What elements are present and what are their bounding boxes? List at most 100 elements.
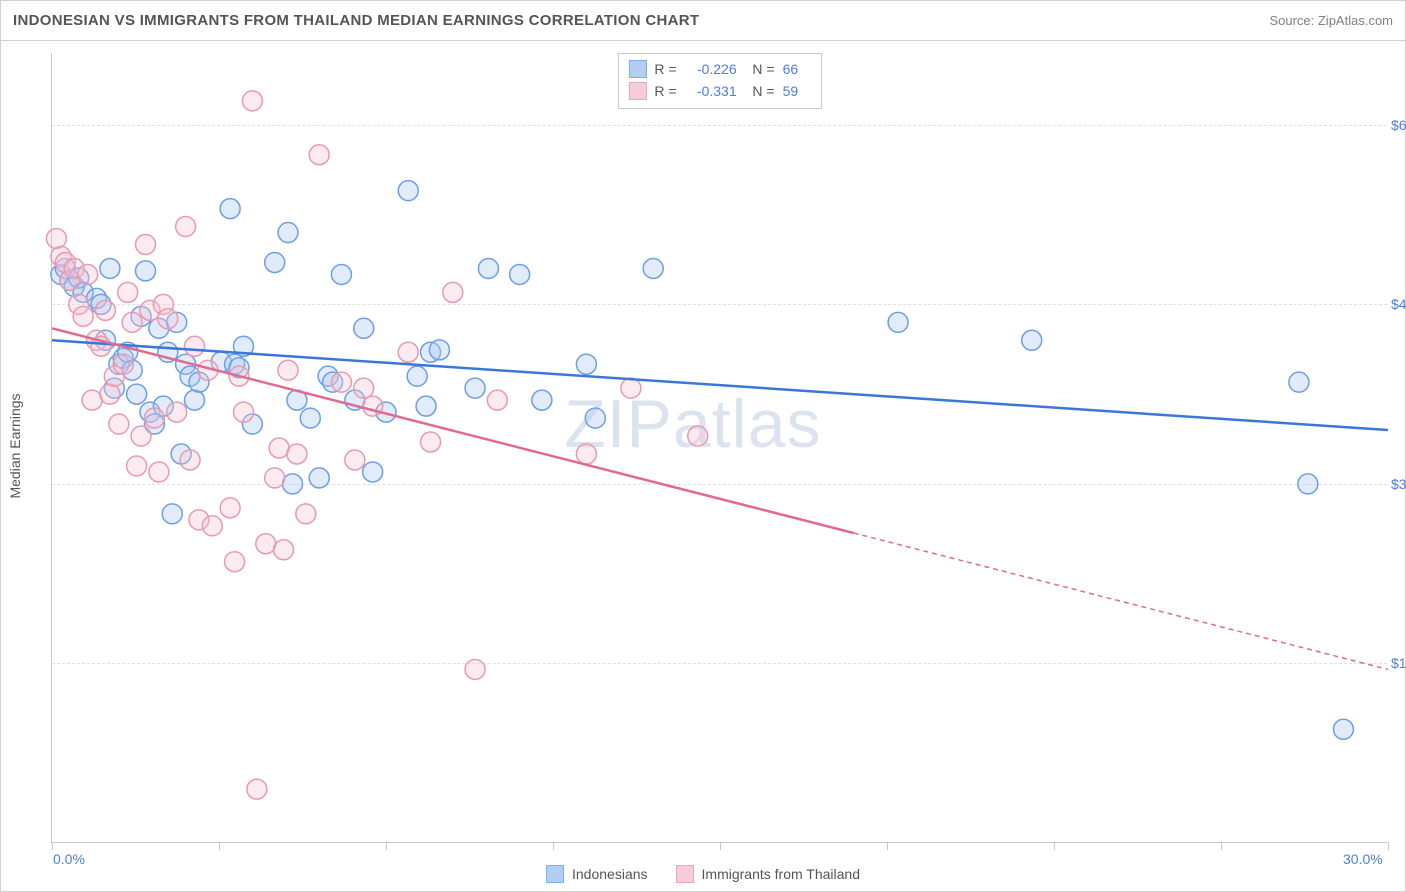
data-point xyxy=(73,306,93,326)
data-point xyxy=(429,340,449,360)
stat-n-label: N = xyxy=(745,83,775,99)
stats-row: R = -0.331 N = 59 xyxy=(628,80,810,102)
data-point xyxy=(100,384,120,404)
data-point xyxy=(136,261,156,281)
data-point xyxy=(144,408,164,428)
data-point xyxy=(643,258,663,278)
data-point xyxy=(158,309,178,329)
data-point xyxy=(331,372,351,392)
legend-swatch xyxy=(628,60,646,78)
data-point xyxy=(1298,474,1318,494)
data-point xyxy=(233,402,253,422)
data-point xyxy=(220,498,240,518)
data-point xyxy=(1289,372,1309,392)
x-axis-min-label: 0.0% xyxy=(53,851,85,867)
data-point xyxy=(345,450,365,470)
data-point xyxy=(113,354,133,374)
x-tick xyxy=(1221,842,1222,850)
data-point xyxy=(127,384,147,404)
legend-item: Immigrants from Thailand xyxy=(676,865,860,883)
data-point xyxy=(127,456,147,476)
data-point xyxy=(167,402,187,422)
y-axis-label: Median Earnings xyxy=(7,393,23,498)
data-point xyxy=(363,462,383,482)
series-legend: Indonesians Immigrants from Thailand xyxy=(546,865,860,883)
stat-n-value: 66 xyxy=(783,61,811,77)
data-point xyxy=(532,390,552,410)
stat-r-value: -0.226 xyxy=(685,61,737,77)
data-point xyxy=(282,474,302,494)
data-point xyxy=(1022,330,1042,350)
data-point xyxy=(278,360,298,380)
scatter-svg xyxy=(52,53,1387,842)
stat-r-label: R = xyxy=(654,61,676,77)
x-tick xyxy=(52,842,53,850)
data-point xyxy=(265,252,285,272)
data-point xyxy=(242,91,262,111)
legend-swatch xyxy=(546,865,564,883)
x-tick xyxy=(219,842,220,850)
data-point xyxy=(202,516,222,536)
chart-container: INDONESIAN VS IMMIGRANTS FROM THAILAND M… xyxy=(0,0,1406,892)
data-point xyxy=(82,390,102,410)
data-point xyxy=(274,540,294,560)
data-point xyxy=(256,534,276,554)
data-point xyxy=(465,659,485,679)
data-point xyxy=(95,300,115,320)
data-point xyxy=(131,426,151,446)
data-point xyxy=(465,378,485,398)
plot-area: ZIPatlas $15,000$30,000$45,000$60,000 R … xyxy=(51,53,1387,843)
data-point xyxy=(576,354,596,374)
data-point xyxy=(176,217,196,237)
source-label: Source: ZipAtlas.com xyxy=(1269,13,1393,28)
stat-n-label: N = xyxy=(745,61,775,77)
data-point xyxy=(296,504,316,524)
x-tick xyxy=(887,842,888,850)
y-tick-label: $45,000 xyxy=(1391,296,1406,312)
data-point xyxy=(688,426,708,446)
chart-title: INDONESIAN VS IMMIGRANTS FROM THAILAND M… xyxy=(13,12,699,29)
regression-line-extrapolated xyxy=(854,533,1388,669)
data-point xyxy=(354,378,374,398)
data-point xyxy=(278,223,298,243)
legend-swatch xyxy=(676,865,694,883)
y-tick-label: $15,000 xyxy=(1391,655,1406,671)
data-point xyxy=(185,336,205,356)
stat-n-value: 59 xyxy=(783,83,811,99)
legend-label: Immigrants from Thailand xyxy=(702,866,860,882)
title-bar: INDONESIAN VS IMMIGRANTS FROM THAILAND M… xyxy=(1,1,1405,41)
data-point xyxy=(118,282,138,302)
data-point xyxy=(122,312,142,332)
data-point xyxy=(225,552,245,572)
data-point xyxy=(621,378,641,398)
data-point xyxy=(1333,719,1353,739)
data-point xyxy=(309,145,329,165)
data-point xyxy=(576,444,596,464)
x-tick xyxy=(1054,842,1055,850)
data-point xyxy=(421,432,441,452)
data-point xyxy=(149,462,169,482)
data-point xyxy=(510,264,530,284)
legend-label: Indonesians xyxy=(572,866,648,882)
data-point xyxy=(585,408,605,428)
data-point xyxy=(354,318,374,338)
x-axis-max-label: 30.0% xyxy=(1343,851,1383,867)
data-point xyxy=(416,396,436,416)
x-tick xyxy=(1388,842,1389,850)
data-point xyxy=(78,264,98,284)
data-point xyxy=(265,468,285,488)
stat-r-value: -0.331 xyxy=(685,83,737,99)
data-point xyxy=(487,390,507,410)
regression-line xyxy=(52,328,854,533)
data-point xyxy=(443,282,463,302)
data-point xyxy=(331,264,351,284)
stats-row: R = -0.226 N = 66 xyxy=(628,58,810,80)
data-point xyxy=(888,312,908,332)
data-point xyxy=(46,229,66,249)
data-point xyxy=(407,366,427,386)
data-point xyxy=(398,342,418,362)
data-point xyxy=(109,414,129,434)
data-point xyxy=(180,450,200,470)
data-point xyxy=(100,258,120,278)
x-tick xyxy=(720,842,721,850)
